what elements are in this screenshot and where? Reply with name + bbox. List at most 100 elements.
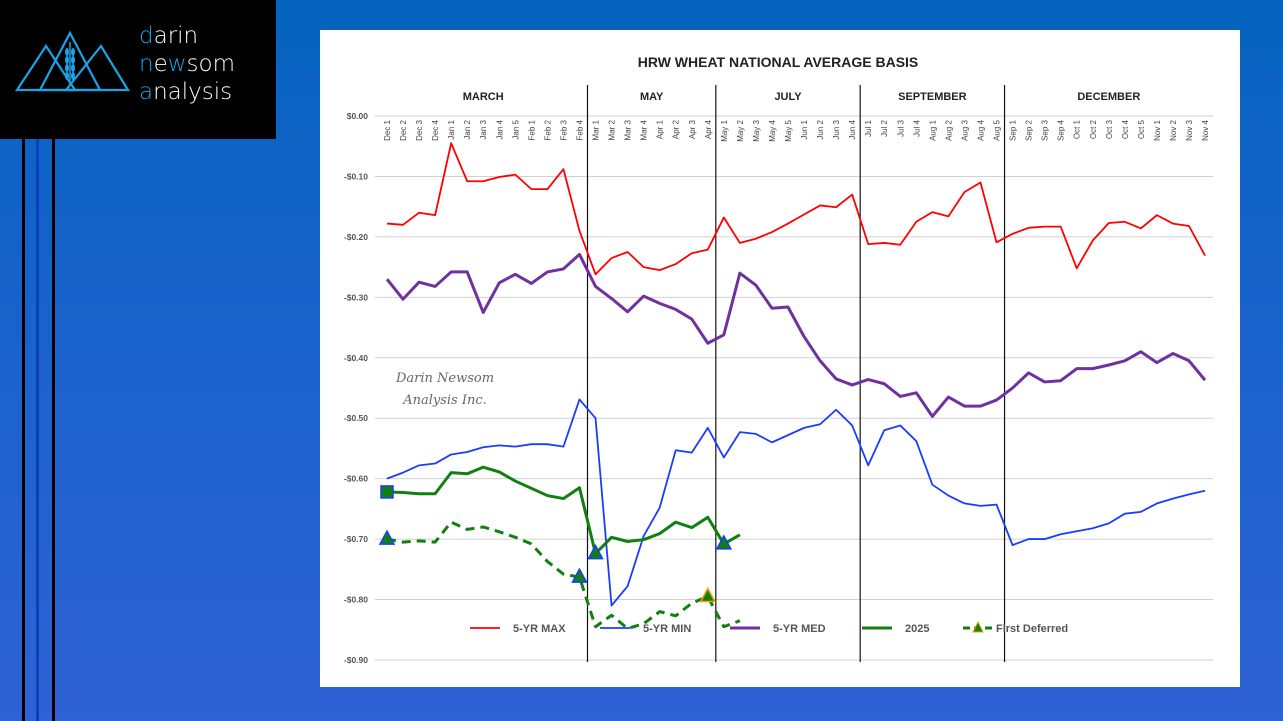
- x-tick-label: May 3: [752, 119, 761, 141]
- legend-label-y2025: 2025: [905, 623, 929, 635]
- x-tick-label: Jan 1: [447, 119, 456, 139]
- x-tick-label: Dec 3: [415, 119, 424, 140]
- series-line-max: [386, 142, 1206, 276]
- x-tick-label: Dec 2: [399, 119, 408, 140]
- x-tick-label: Aug 4: [976, 119, 985, 140]
- x-tick-label: Oct 5: [1137, 119, 1146, 139]
- x-tick-label: Oct 4: [1121, 119, 1130, 139]
- x-tick-label: Aug 2: [944, 119, 953, 140]
- x-tick-label: Oct 3: [1105, 119, 1114, 139]
- x-tick-label: May 4: [768, 119, 777, 141]
- watermark-line-2: Analysis Inc.: [402, 393, 487, 408]
- y-tick-label: -$0.90: [344, 655, 368, 665]
- contract-month-label: MARCH: [463, 91, 504, 103]
- x-tick-label: Jan 4: [495, 119, 504, 139]
- series-line-y2025: [386, 465, 741, 556]
- x-tick-label: Nov 2: [1169, 119, 1178, 140]
- y-tick-label: -$0.80: [344, 595, 368, 605]
- x-tick-label: Jul 1: [864, 119, 873, 136]
- x-tick-label: Jul 3: [896, 119, 905, 136]
- x-tick-label: Jul 2: [880, 119, 889, 136]
- series-line-med: [385, 252, 1207, 418]
- x-tick-label: Jun 4: [848, 119, 857, 139]
- x-tick-label: May 1: [720, 119, 729, 141]
- x-tick-label: Jan 3: [479, 119, 488, 139]
- x-tick-label: Jun 1: [800, 119, 809, 139]
- x-tick-label: Oct 1: [1073, 119, 1082, 139]
- decor-line-left: [22, 139, 25, 721]
- y-tick-label: -$0.20: [344, 232, 368, 242]
- basis-chart: HRW WHEAT NATIONAL AVERAGE BASIS $0.00 -$…: [344, 54, 1213, 665]
- data-marker-triangle: [571, 567, 588, 583]
- x-tick-label: Nov 1: [1153, 119, 1162, 140]
- x-tick-label: Dec 4: [431, 119, 440, 140]
- logo-letter: n: [139, 51, 154, 77]
- x-tick-label: Jan 5: [511, 119, 520, 139]
- y-tick-label: -$0.70: [344, 534, 368, 544]
- chart-panel: HRW WHEAT NATIONAL AVERAGE BASIS $0.00 -$…: [320, 30, 1240, 687]
- x-tick-label: Sep 4: [1057, 119, 1066, 140]
- contract-month-label: DECEMBER: [1077, 91, 1140, 103]
- x-tick-label: Apr 3: [688, 119, 697, 139]
- chart-title: HRW WHEAT NATIONAL AVERAGE BASIS: [638, 54, 919, 70]
- x-tick-label: Feb 1: [527, 119, 536, 140]
- x-tick-label: Sep 3: [1041, 119, 1050, 140]
- legend-label-deferred: First Deferred: [996, 623, 1068, 635]
- legend-label-max: 5-YR MAX: [513, 623, 566, 635]
- x-tick-label: Apr 1: [656, 119, 665, 139]
- x-tick-label: Feb 2: [543, 119, 552, 140]
- x-tick-label: Mar 3: [624, 119, 633, 140]
- x-tick-label: Apr 4: [704, 119, 713, 139]
- legend-marker-triangle: [972, 620, 984, 633]
- contract-month-label: JULY: [774, 91, 802, 103]
- contract-month-label: MAY: [640, 91, 664, 103]
- legend-label-min: 5-YR MIN: [643, 623, 691, 635]
- x-tick-label: Jul 4: [912, 119, 921, 136]
- logo-letter: e: [153, 51, 168, 77]
- logo-text-darin: arin: [153, 23, 199, 49]
- x-tick-label: Sep 2: [1025, 119, 1034, 140]
- data-marker-triangle: [587, 544, 604, 560]
- x-tick-label: Aug 1: [928, 119, 937, 140]
- x-tick-label: Dec 1: [383, 119, 392, 140]
- x-tick-label: Apr 2: [672, 119, 681, 139]
- logo-text-analysis: nalysis: [153, 79, 233, 105]
- x-tick-label: Jan 2: [463, 119, 472, 139]
- x-tick-label: Aug 5: [993, 119, 1002, 140]
- decor-line-right: [52, 139, 55, 721]
- x-tick-label: Nov 4: [1201, 119, 1210, 140]
- logo-wordmark: darin newsom analysis: [139, 22, 235, 106]
- x-tick-label: Mar 1: [592, 119, 601, 140]
- logo-letter: a: [139, 79, 154, 105]
- y-tick-label: -$0.60: [344, 474, 368, 484]
- data-marker-triangle: [699, 586, 717, 603]
- data-marker-triangle: [378, 529, 396, 545]
- y-tick-label: -$0.10: [344, 171, 368, 181]
- contract-month-label: SEPTEMBER: [898, 91, 967, 103]
- data-marker-triangle: [715, 534, 733, 550]
- x-tick-label: Feb 3: [559, 119, 568, 140]
- logo-text-newsom: som: [186, 51, 236, 77]
- logo: darin newsom analysis: [0, 0, 276, 139]
- x-tick-label: May 5: [784, 119, 793, 141]
- logo-letter: w: [167, 51, 187, 77]
- x-tick-label: Feb 4: [575, 119, 584, 140]
- x-tick-label: Mar 2: [608, 119, 617, 140]
- y-tick-label: -$0.50: [344, 413, 368, 423]
- legend-label-med: 5-YR MED: [773, 623, 826, 635]
- mountain-wheat-icon: [14, 30, 130, 92]
- y-tick-label: $0.00: [347, 111, 369, 121]
- data-marker-square: [380, 485, 394, 499]
- y-tick-label: -$0.30: [344, 292, 368, 302]
- y-tick-label: -$0.40: [344, 353, 368, 363]
- watermark-line-1: Darin Newsom: [395, 371, 494, 386]
- series-line-min: [386, 398, 1206, 607]
- decor-line-mid: [36, 139, 39, 721]
- series-line-deferred: [386, 520, 741, 631]
- x-tick-label: Aug 3: [960, 119, 969, 140]
- x-tick-label: Oct 2: [1089, 119, 1098, 139]
- x-tick-label: Jun 2: [816, 119, 825, 139]
- logo-letter: d: [139, 23, 154, 49]
- x-tick-label: Mar 4: [640, 119, 649, 140]
- x-tick-label: Nov 3: [1185, 119, 1194, 140]
